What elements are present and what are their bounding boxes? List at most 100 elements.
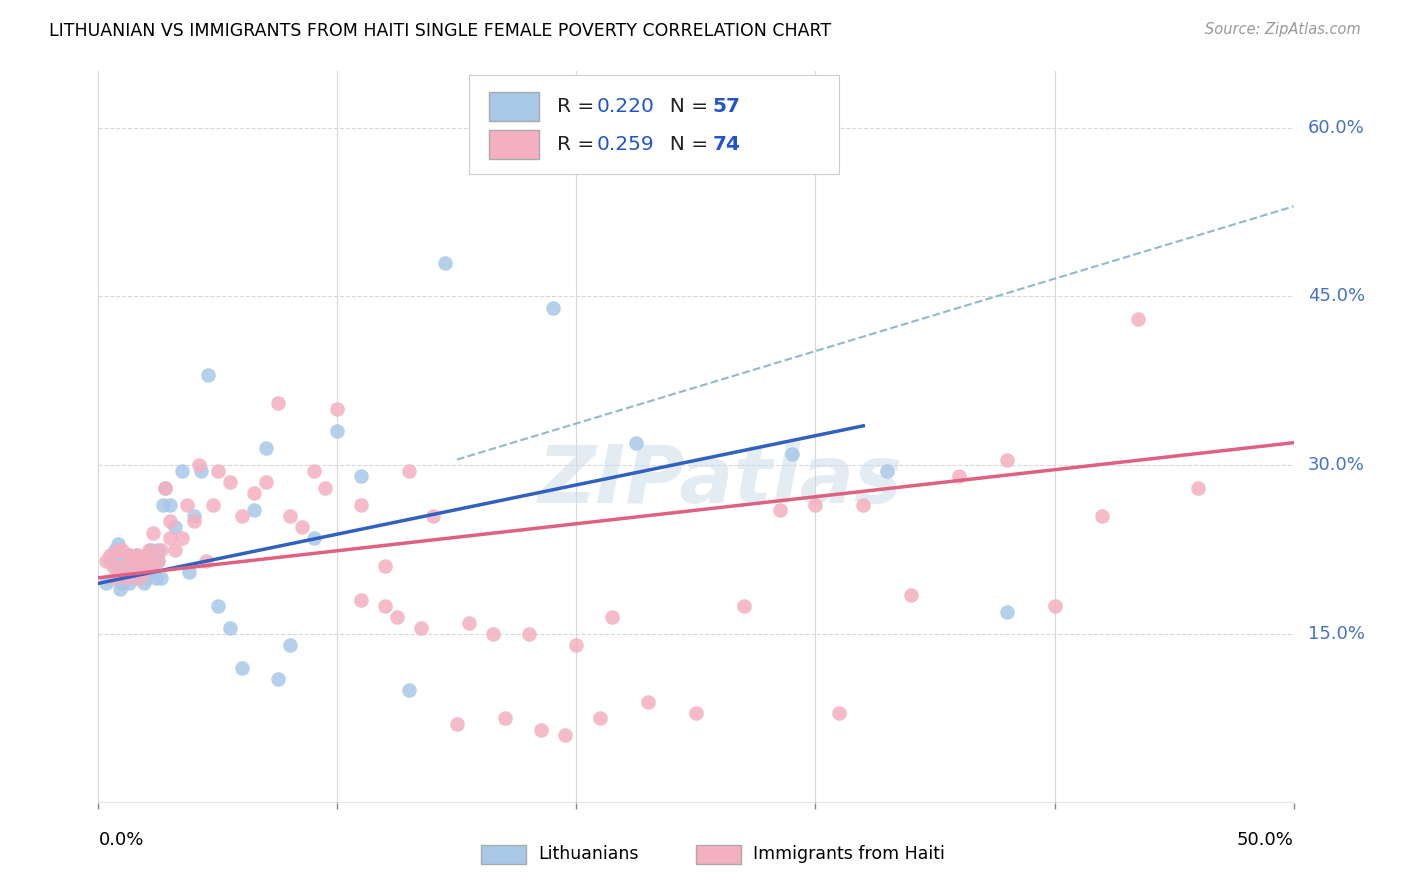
Point (207, 464, 229, 478)
Point (111, 576, 134, 591)
Point (494, 711, 516, 725)
Point (139, 542, 162, 557)
Point (231, 661, 253, 675)
Point (172, 464, 194, 478)
Point (128, 559, 150, 574)
Point (148, 554, 170, 568)
Point (554, 728, 576, 742)
Point (315, 481, 337, 495)
Point (187, 458, 209, 473)
Point (326, 401, 349, 416)
Text: 0.0%: 0.0% (98, 830, 143, 848)
FancyBboxPatch shape (470, 75, 839, 174)
Point (176, 498, 198, 512)
Point (149, 542, 172, 557)
Point (118, 548, 141, 562)
Text: Lithuanians: Lithuanians (538, 845, 638, 863)
Point (685, 706, 707, 720)
Point (179, 565, 201, 579)
Point (159, 498, 181, 512)
Point (995, 605, 1018, 619)
Point (128, 571, 150, 585)
Point (243, 503, 266, 517)
Point (124, 559, 146, 574)
Point (302, 532, 325, 546)
Text: ZIPatlas: ZIPatlas (537, 442, 903, 520)
Text: 30.0%: 30.0% (1308, 456, 1365, 475)
Text: 74: 74 (713, 135, 741, 154)
Point (195, 554, 218, 568)
Point (152, 498, 174, 512)
Point (107, 565, 129, 579)
Point (326, 425, 349, 439)
Point (350, 469, 373, 483)
Point (135, 554, 157, 568)
Point (995, 452, 1018, 467)
Point (780, 447, 803, 461)
Point (948, 469, 970, 483)
Point (278, 638, 301, 652)
Point (111, 559, 134, 574)
Point (565, 638, 588, 652)
Point (1187, 481, 1209, 495)
Text: R =: R = (557, 135, 600, 154)
Bar (489, 92, 540, 121)
Point (132, 576, 155, 591)
Point (398, 683, 420, 698)
Point (267, 672, 290, 686)
Point (422, 508, 444, 523)
Point (1091, 508, 1114, 523)
Point (207, 599, 229, 613)
Point (142, 559, 165, 574)
Point (350, 593, 373, 607)
Point (118, 548, 141, 562)
Text: 0.220: 0.220 (596, 97, 655, 116)
Point (125, 548, 148, 562)
Point (115, 571, 138, 585)
Point (183, 508, 205, 523)
Point (107, 542, 129, 557)
Point (350, 498, 373, 512)
Point (163, 542, 186, 557)
Point (124, 554, 146, 568)
Point (231, 508, 253, 523)
Point (411, 621, 433, 635)
Point (111, 559, 134, 574)
Point (589, 711, 612, 725)
Point (159, 532, 181, 546)
Point (183, 515, 205, 529)
Point (111, 542, 134, 557)
Point (254, 442, 277, 456)
Point (114, 554, 136, 568)
Point (118, 576, 141, 591)
Point (145, 571, 167, 585)
Point (138, 542, 160, 557)
Point (219, 475, 242, 489)
Text: 45.0%: 45.0% (1308, 287, 1365, 305)
Bar (489, 130, 540, 159)
Text: N =: N = (657, 97, 714, 116)
Point (142, 525, 165, 540)
Point (852, 498, 875, 512)
Text: 50.0%: 50.0% (1237, 830, 1294, 848)
Point (254, 475, 277, 489)
Point (458, 615, 481, 630)
Text: LITHUANIAN VS IMMIGRANTS FROM HAITI SINGLE FEMALE POVERTY CORRELATION CHART: LITHUANIAN VS IMMIGRANTS FROM HAITI SING… (49, 22, 831, 40)
Point (121, 554, 143, 568)
Point (94, 554, 117, 568)
Point (446, 717, 468, 731)
Point (374, 599, 396, 613)
Point (434, 255, 457, 269)
Point (139, 559, 162, 574)
Point (104, 571, 127, 585)
Point (197, 368, 219, 383)
Point (530, 723, 553, 737)
Point (202, 498, 225, 512)
Point (98, 548, 122, 562)
Point (481, 143, 505, 157)
Point (148, 542, 170, 557)
Point (104, 542, 127, 557)
Point (900, 588, 922, 602)
Point (267, 396, 290, 410)
Point (135, 571, 157, 585)
